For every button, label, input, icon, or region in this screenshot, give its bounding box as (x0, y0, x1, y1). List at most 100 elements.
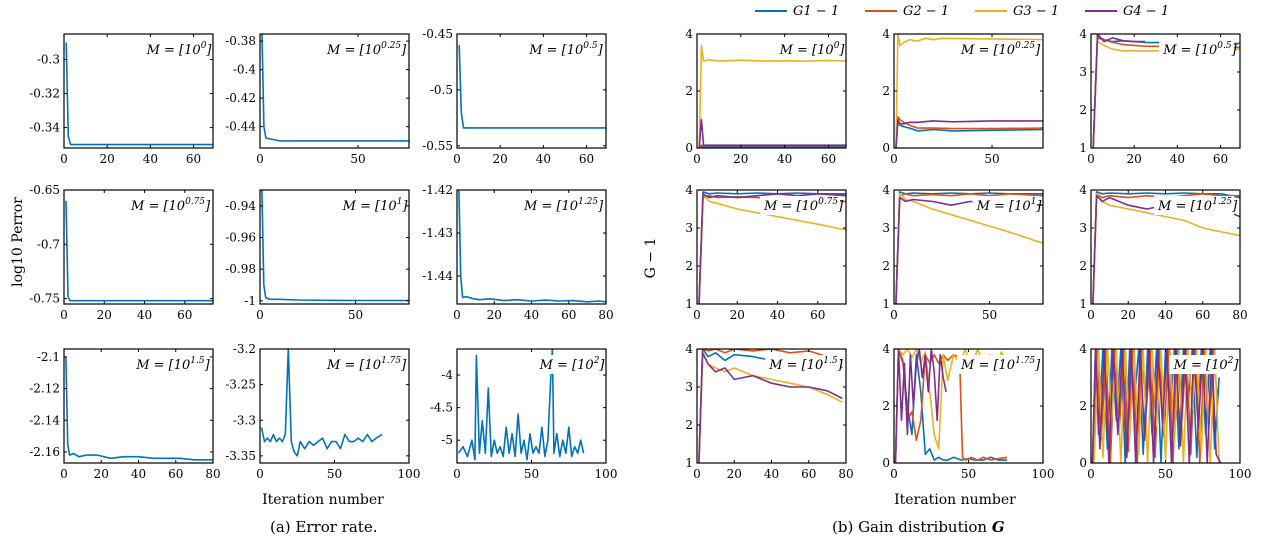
panel-b-r2c2: 0 50 1 2 3 4 M = [101] (882, 183, 1044, 322)
series-line-g3 (895, 193, 1043, 304)
series-line-g2 (698, 145, 846, 148)
annotation-box (520, 196, 600, 215)
y-tick-label: -3.25 (225, 378, 256, 392)
y-tick-label: -0.65 (29, 183, 60, 197)
x-tick-label: 60 (177, 308, 192, 322)
series-line-g3 (1092, 40, 1240, 148)
axes-box (259, 33, 410, 149)
panel-a-r2c3: 0 20 40 60 80 -1.42 -1.43 -1.44 M = [101.25] (422, 183, 613, 322)
axes-box (63, 189, 214, 305)
x-tick-label: 50 (524, 467, 539, 481)
axes-box (893, 189, 1044, 305)
x-tick-label: 40 (770, 308, 785, 322)
y-tick-label: 2 (1079, 259, 1087, 273)
y-tick-label: 3 (685, 380, 693, 394)
x-tick-label: 50 (327, 467, 342, 481)
series-line-perror (65, 42, 213, 146)
panel-annotation: M = [100.75] (130, 197, 211, 214)
x-tick-label: 60 (801, 467, 816, 481)
annotation-box (972, 196, 1037, 215)
x-tick-label: 40 (137, 308, 152, 322)
x-tick-label: 50 (984, 152, 999, 166)
panel-a-r3c1: 0 20 40 60 80 -2.1 -2.12 -2.14 -2.16 M = [101.5] (29, 348, 221, 481)
y-tick-label: -3.35 (225, 449, 256, 463)
x-tick-label: 0 (693, 467, 701, 481)
annotation-box (525, 40, 600, 59)
annotation-box (1169, 355, 1234, 374)
series-line-g4 (698, 351, 843, 463)
caption-a: (a) Error rate. (270, 518, 377, 536)
x-tick-label: 80 (1232, 308, 1247, 322)
series-line-g3 (698, 193, 846, 304)
x-tick-label: 60 (821, 152, 836, 166)
caption-b: (b) Gain distribution G (832, 518, 1005, 536)
panel-a-r1c1: 0 20 40 60 -0.3 -0.32 -0.34 M = [100] (29, 33, 214, 166)
x-tick-label: 20 (733, 152, 748, 166)
axes-box (259, 189, 410, 305)
y-tick-label: 4 (882, 342, 890, 356)
y-tick-label: 2 (1079, 399, 1087, 413)
x-tick-label: 0 (60, 152, 68, 166)
x-tick-label: 80 (205, 467, 220, 481)
annotation-box (775, 40, 840, 59)
x-tick-label: 0 (693, 152, 701, 166)
x-tick-label: 0 (256, 467, 264, 481)
y-tick-label: -0.98 (225, 262, 256, 276)
panel-annotation: M = [100.75] (763, 197, 844, 214)
x-tick-label: 40 (536, 152, 551, 166)
panel-annotation: M = [102] (539, 356, 606, 373)
y-tick-label: 4 (1079, 27, 1087, 41)
y-tick-label: -5 (441, 433, 453, 447)
x-tick-label: 60 (1195, 308, 1210, 322)
y-tick-label: 0 (882, 456, 890, 470)
axes-box (696, 189, 847, 305)
y-tick-label: 2 (882, 259, 890, 273)
series-line-perror (261, 34, 409, 142)
annotation-box (535, 355, 600, 374)
x-tick-label: 80 (838, 467, 853, 481)
x-tick-label: 0 (693, 308, 701, 322)
series-line-g3 (698, 44, 846, 148)
panel-b-r3c3: 0 50 100 0 2 4 M = [102] (1079, 342, 1251, 481)
y-tick-label: -0.94 (225, 199, 256, 213)
panel-annotation: M = [101] (976, 197, 1043, 214)
series-line-perror (65, 200, 213, 302)
y-tick-label: -3.3 (233, 413, 256, 427)
y-tick-label: 2 (685, 418, 693, 432)
panel-annotation: M = [100.5] (1162, 41, 1237, 58)
y-tick-label: 4 (1079, 183, 1087, 197)
panel-annotation: M = [101.5] (768, 356, 843, 373)
y-tick-label: 4 (685, 342, 693, 356)
caption-a-text: (a) Error rate. (270, 518, 377, 536)
panel-annotation: M = [100] (146, 41, 213, 58)
y-tick-label: 1 (882, 297, 890, 311)
y-tick-label: 4 (882, 183, 890, 197)
x-tick-label: 100 (1229, 467, 1252, 481)
panel-annotation: M = [101.5] (135, 356, 210, 373)
annotation-box (957, 40, 1037, 59)
series-line-perror (65, 356, 213, 461)
x-tick-label: 0 (60, 467, 68, 481)
legend: G1 − 1 G2 − 1 G3 − 1 G4 − 1 (755, 4, 1169, 19)
y-tick-label: -4 (441, 368, 453, 382)
y-tick-label: -0.5 (430, 83, 453, 97)
x-tick-label: 0 (60, 308, 68, 322)
y-tick-label: -2.14 (29, 413, 60, 427)
x-tick-label: 0 (1087, 152, 1095, 166)
series-line-g2 (1092, 35, 1240, 148)
y-tick-label: -3.2 (233, 342, 256, 356)
xlabel-a: Iteration number (262, 492, 384, 508)
y-tick-label: 2 (685, 84, 693, 98)
y-tick-label: -0.7 (37, 237, 60, 251)
x-tick-label: 60 (186, 152, 201, 166)
x-tick-label: 40 (131, 467, 146, 481)
x-tick-label: 60 (168, 467, 183, 481)
y-tick-label: -1.43 (422, 226, 453, 240)
axes-box (1090, 33, 1241, 149)
series-line-g2 (1092, 193, 1240, 304)
y-tick-label: -0.4 (233, 63, 257, 77)
x-tick-label: 0 (890, 152, 898, 166)
panel-annotation: M = [100] (779, 41, 846, 58)
panel-a-r1c3: 0 20 40 60 -0.45 -0.5 -0.55 M = [100.5] (422, 27, 607, 166)
